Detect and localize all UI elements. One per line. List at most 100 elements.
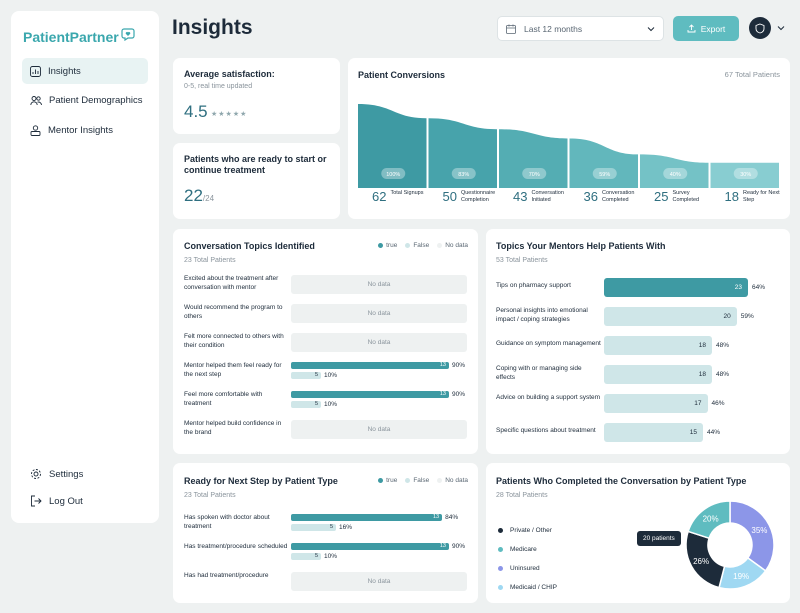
- mentor-topic-label: Guidance on symptom management: [496, 340, 601, 347]
- mentor-topic-bar[interactable]: 17: [604, 394, 708, 413]
- mentor-topics-card: Topics Your Mentors Help Patients With 5…: [486, 229, 790, 454]
- true-pct: 90%: [452, 543, 466, 550]
- funnel-stage: 62 Total Signups: [372, 190, 430, 204]
- chart-tooltip: 20 patients: [637, 531, 681, 546]
- legend-swatch: [498, 547, 503, 552]
- sidebar-item-label: Log Out: [49, 495, 83, 507]
- funnel-stage-bar[interactable]: [428, 118, 498, 188]
- row-label: Has had treatment/procedure: [184, 572, 269, 579]
- true-pct: 84%: [445, 514, 459, 521]
- sidebar-item-settings[interactable]: Settings: [22, 461, 148, 487]
- page-title: Insights: [172, 16, 253, 39]
- next-step-title: Ready for Next Step by Patient Type: [184, 476, 338, 486]
- legend-label: Medicaid / CHIP: [510, 584, 557, 591]
- pie-legend-item: Medicaid / CHIP: [498, 584, 557, 591]
- avatar[interactable]: [749, 17, 771, 39]
- no-data-bar: No data: [291, 304, 467, 323]
- export-label: Export: [700, 23, 726, 34]
- mentor-topic-pct: 46%: [711, 400, 725, 407]
- mentor-topic-label: Advice on building a support system: [496, 394, 601, 401]
- donut-slice[interactable]: [729, 500, 775, 572]
- mentor-topic-pct: 48%: [716, 371, 730, 378]
- funnel-pct-pill: [663, 168, 688, 179]
- user-menu[interactable]: [749, 17, 785, 39]
- mentor-topic-label: Specific questions about treatment: [496, 427, 596, 434]
- export-button[interactable]: Export: [673, 16, 739, 41]
- mentor-topic-bar[interactable]: 18: [604, 365, 712, 384]
- false-pct: 16%: [339, 524, 353, 531]
- donut-slice[interactable]: [687, 500, 731, 540]
- funnel-pct-pill: [522, 168, 547, 179]
- stage-count: 50: [442, 189, 457, 204]
- funnel-pct-label: 59%: [599, 172, 610, 178]
- row-label: Mentor helped them feel ready for the ne…: [184, 362, 282, 378]
- true-pct: 90%: [452, 362, 466, 369]
- sidebar-item-log-out[interactable]: Log Out: [22, 488, 148, 514]
- chevron-down-icon: [647, 26, 655, 31]
- sidebar-item-label: Patient Demographics: [49, 94, 143, 106]
- pie-legend-item: Medicare: [498, 546, 537, 553]
- funnel-stage-bar[interactable]: [640, 154, 709, 188]
- true-bar[interactable]: 13: [291, 362, 449, 369]
- sidebar-item-patient-demographics[interactable]: Patient Demographics: [22, 87, 148, 113]
- true-pct: 90%: [452, 391, 466, 398]
- shield-icon: [755, 23, 765, 33]
- date-range-select[interactable]: Last 12 months: [497, 16, 664, 41]
- no-data-bar: No data: [291, 275, 467, 294]
- legend-swatch: [498, 585, 503, 590]
- legend-false-label: False: [413, 242, 430, 249]
- funnel-stage-bar[interactable]: [569, 138, 639, 188]
- true-bar[interactable]: 13: [291, 543, 449, 550]
- sidebar-item-label: Insights: [48, 65, 81, 77]
- stage-count: 62: [372, 189, 387, 204]
- ready-count: 22: [184, 186, 203, 205]
- mentor-topic-bar[interactable]: 18: [604, 336, 712, 355]
- false-bar[interactable]: 5: [291, 401, 321, 408]
- funnel-pct-label: 70%: [529, 172, 540, 178]
- patient-type-total: 28 Total Patients: [496, 492, 548, 499]
- satisfaction-subtitle: 0-5, real time updated: [184, 83, 253, 90]
- legend-nodata: No data: [437, 477, 468, 484]
- legend-nodata-label: No data: [445, 242, 468, 249]
- logout-icon: [31, 495, 42, 507]
- funnel-pct-pill: [381, 168, 406, 179]
- sidebar-item-insights[interactable]: Insights: [22, 58, 148, 84]
- gear-icon: [31, 469, 41, 479]
- funnel-stage-bar[interactable]: [358, 104, 427, 188]
- chevron-down-icon[interactable]: [777, 25, 785, 31]
- pie-legend-item: Private / Other: [498, 527, 552, 534]
- date-range-value: Last 12 months: [524, 23, 583, 34]
- funnel-pct-pill: [592, 168, 617, 179]
- false-pct: 10%: [324, 401, 338, 408]
- legend-false: False: [405, 242, 429, 249]
- stage-label: Ready for Next Step: [742, 190, 780, 203]
- true-bar[interactable]: 13: [291, 514, 443, 521]
- mentor-topics-total: 53 Total Patients: [496, 257, 548, 264]
- chart-icon: [30, 65, 41, 77]
- stage-label: Conversation Completed: [601, 190, 635, 203]
- mentor-topic-bar[interactable]: 20: [604, 307, 737, 326]
- topics-legend: true False No data: [378, 242, 468, 249]
- mentor-topic-label: Personal insights into emotional impact …: [496, 307, 588, 323]
- false-bar[interactable]: 5: [291, 372, 321, 379]
- sidebar-item-label: Mentor Insights: [48, 124, 113, 136]
- true-bar[interactable]: 13: [291, 391, 449, 398]
- false-bar[interactable]: 5: [291, 553, 321, 560]
- mentor-topic-bar[interactable]: 15: [604, 423, 703, 442]
- false-pct: 10%: [324, 553, 338, 560]
- false-pct: 10%: [324, 372, 338, 379]
- sidebar-item-mentor-insights[interactable]: Mentor Insights: [22, 117, 148, 143]
- mentor-topic-bar[interactable]: 23: [604, 278, 748, 297]
- funnel-pct-label: 30%: [740, 172, 751, 178]
- mentor-topic-pct: 64%: [752, 284, 766, 291]
- brand-logo[interactable]: PatientPartner: [23, 28, 135, 45]
- upload-icon: [687, 24, 696, 33]
- calendar-icon: [506, 24, 516, 34]
- mentor-topic-pct: 44%: [707, 429, 721, 436]
- no-data-bar: No data: [291, 572, 467, 591]
- funnel-stage-bar[interactable]: [499, 129, 568, 188]
- funnel-stage-bar[interactable]: [710, 162, 780, 188]
- false-bar[interactable]: 5: [291, 524, 337, 531]
- users-icon: [30, 95, 42, 105]
- legend-nodata-label: No data: [445, 477, 468, 484]
